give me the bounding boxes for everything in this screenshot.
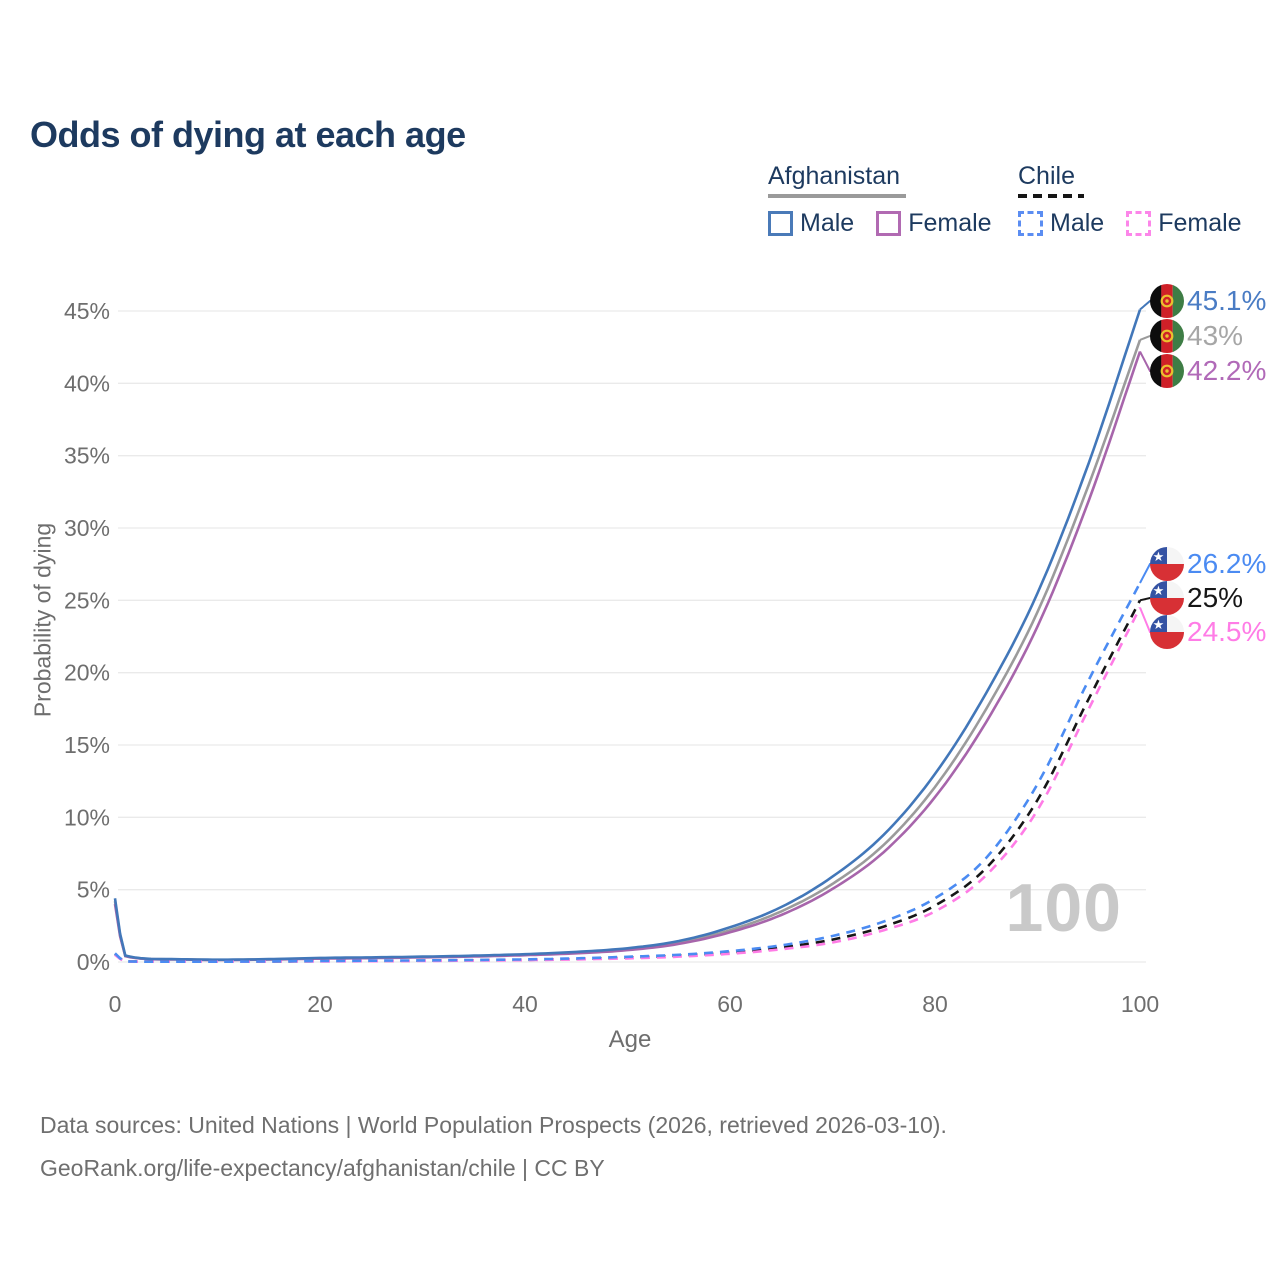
solid-line-sample [768,193,906,198]
end-value-label-afghanistan-female: 42.2% [1187,355,1266,386]
y-tick-label: 5% [77,877,110,903]
legend-group-chile: Chile Male Female [1018,162,1242,238]
afghanistan-male-swatch-icon [768,210,793,236]
series-line-chile-female[interactable] [114,607,1142,963]
x-tick-label: 40 [512,991,538,1017]
y-tick-label: 20% [64,660,110,686]
y-axis-title: Probability of dying [29,522,56,718]
x-tick-label: 80 [922,991,948,1017]
y-tick-label: 25% [64,587,110,613]
data-sources-line: Data sources: United Nations | World Pop… [40,1112,947,1138]
legend-country-afghanistan[interactable]: Afghanistan [768,162,992,198]
y-tick-label: 35% [64,443,110,469]
y-tick-label: 15% [64,732,110,758]
end-value-label-afghanistan-both: 43% [1187,320,1243,351]
chile-flag-icon: ★ [1150,581,1184,615]
legend-item-label: Male [800,208,855,237]
label-connector [1139,351,1152,372]
legend-country-label: Afghanistan [768,162,901,190]
legend-group-afghanistan: Afghanistan Male Female [768,162,992,238]
dashed-line-sample [1018,193,1084,198]
label-connector [1139,563,1152,584]
y-tick-label: 30% [64,515,110,541]
page-title: Odds of dying at each age [30,114,466,156]
legend-country-label: Chile [1018,162,1075,190]
afghanistan-female-swatch-icon [876,210,902,236]
end-value-label-chile-both: 25% [1187,582,1243,613]
afghanistan-flag-icon [1150,354,1184,388]
svg-text:★: ★ [1153,583,1165,598]
chile-flag-icon: ★ [1150,547,1184,581]
legend-item-label: Male [1050,208,1105,237]
y-tick-label: 10% [64,804,110,830]
legend-country-chile[interactable]: Chile [1018,162,1242,198]
series-line-afghanistan-female[interactable] [113,351,1142,962]
label-connector [1139,607,1152,633]
legend-item-afghanistan-female[interactable]: Female [876,208,992,238]
hovered-age-watermark: 100 [1005,870,1122,946]
legend-item-label: Female [1158,208,1242,237]
x-axis-title: Age [608,1026,652,1053]
y-tick-label: 0% [77,949,110,975]
afghanistan-flag-icon [1150,284,1184,318]
legend-item-chile-female[interactable]: Female [1126,208,1242,238]
x-tick-label: 60 [717,991,743,1017]
series-line-afghanistan-both[interactable] [113,339,1142,962]
legend-item-afghanistan-male[interactable]: Male [768,209,854,238]
chile-flag-icon: ★ [1150,615,1184,649]
series-line-afghanistan-male[interactable] [113,309,1142,961]
y-tick-label: 40% [64,370,110,396]
series-line-chile-male[interactable] [114,582,1142,963]
x-tick-label: 0 [109,991,122,1017]
chile-female-swatch-icon [1126,210,1152,236]
series-line-chile-both[interactable] [114,599,1142,963]
end-value-label-afghanistan-male: 45.1% [1187,285,1266,316]
svg-text:★: ★ [1153,549,1165,564]
chile-male-swatch-icon [1018,210,1043,236]
end-value-label-chile-female: 24.5% [1187,616,1266,647]
end-value-label-chile-male: 26.2% [1187,548,1266,579]
legend-item-label: Female [908,208,992,237]
afghanistan-flag-icon [1150,319,1184,353]
x-tick-label: 20 [307,991,333,1017]
x-tick-label: 100 [1121,991,1159,1017]
legend-item-chile-male[interactable]: Male [1018,209,1104,238]
y-tick-label: 45% [64,298,110,324]
footer: Data sources: United Nations | World Pop… [40,1104,947,1189]
attribution-line: GeoRank.org/life-expectancy/afghanistan/… [40,1154,605,1181]
svg-text:★: ★ [1153,617,1165,632]
